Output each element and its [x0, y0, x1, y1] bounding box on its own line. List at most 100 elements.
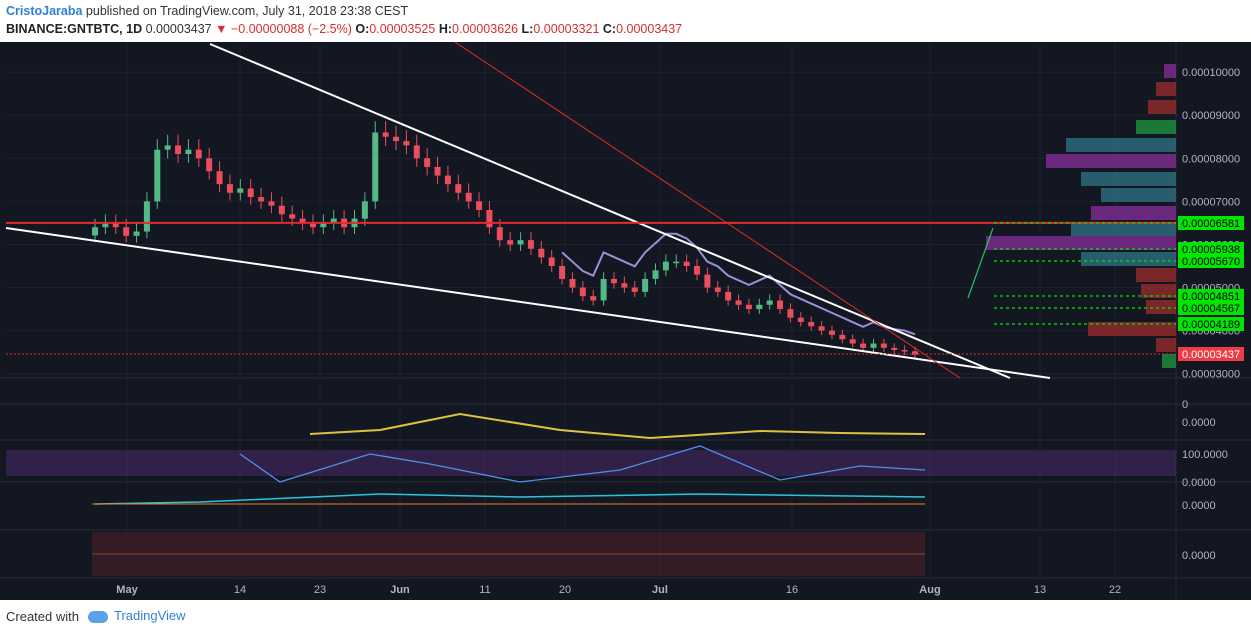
candle-body: [600, 278, 607, 301]
volume-profile-bar: [1146, 300, 1176, 314]
x-tick-label: May: [116, 584, 138, 596]
candle-body: [175, 145, 182, 154]
x-tick-label: 16: [786, 584, 798, 596]
candle-body: [787, 309, 794, 318]
candle-body: [579, 287, 586, 297]
candle-body: [143, 201, 150, 232]
candle-body: [662, 261, 669, 271]
price-label-box: [1178, 301, 1244, 315]
y-tick-label: 0.00010000: [1182, 67, 1240, 79]
volume-profile-bar: [1046, 154, 1176, 168]
candle-body: [372, 132, 379, 202]
high-label: H:: [438, 22, 453, 36]
price-label-box: [1178, 254, 1244, 268]
oscillator-line: [94, 493, 926, 505]
level-lines: [6, 221, 1176, 355]
candle-body: [403, 141, 410, 146]
candle-body: [496, 227, 503, 241]
candle-body: [849, 339, 856, 344]
candle-body: [444, 175, 451, 185]
price-label-box: [1178, 289, 1244, 303]
pane-value-label: 0.0000: [1182, 477, 1216, 489]
candle-body: [320, 222, 327, 228]
close-value: 0.00003437: [616, 22, 683, 36]
volume-profile-bar: [1081, 252, 1176, 266]
high-value: 0.00003626: [452, 22, 519, 36]
candle-body: [434, 166, 441, 176]
trend-lines: [5, 42, 1051, 379]
candle-body: [828, 330, 835, 335]
candle-body: [704, 274, 711, 288]
candle-body: [839, 334, 846, 340]
symbol-name: BINANCE:GNTBTC, 1D: [6, 22, 143, 36]
candle-body: [642, 278, 649, 292]
volume-profile-bar: [1071, 222, 1176, 236]
author-link[interactable]: CristoJaraba: [6, 4, 83, 18]
chart-header: CristoJaraba published on TradingView.co…: [0, 0, 1251, 42]
tradingview-brand: TradingView: [114, 608, 186, 623]
candle-body: [258, 197, 265, 202]
candle-body: [206, 158, 213, 172]
price-chart[interactable]: 0.00010000 0.00009000 0.00008000 0.00007000…: [0, 42, 1251, 600]
pane-value-label: 0: [1182, 399, 1188, 411]
price-label-box: [1178, 242, 1244, 256]
x-tick-label: 23: [314, 584, 326, 596]
candles: [92, 121, 918, 359]
candle-body: [92, 227, 98, 236]
price-label-box: [1178, 216, 1244, 230]
volume-profile-bar: [1088, 322, 1176, 336]
candle-body: [299, 218, 306, 223]
candle-body: [517, 240, 524, 245]
publish-line: CristoJaraba published on TradingView.co…: [6, 4, 408, 18]
pane-value-label: 0.0000: [1182, 500, 1216, 512]
x-tick-label: Jul: [652, 584, 668, 596]
candle-body: [735, 300, 742, 305]
x-tick-label: Jun: [390, 584, 410, 596]
tradingview-link[interactable]: TradingView: [88, 608, 186, 623]
candle-body: [652, 270, 659, 279]
candle-body: [393, 136, 400, 142]
price-label-box: [1178, 317, 1244, 331]
price-label-text: 0.00005670: [1182, 256, 1240, 268]
target-arrow-line: [967, 227, 994, 299]
candle-body: [123, 227, 130, 236]
candle-body: [330, 218, 337, 223]
candle-body: [278, 205, 285, 215]
pane-value-label: 100.0000: [1182, 449, 1228, 461]
open-value: 0.00003525: [369, 22, 436, 36]
price-label-text: 0.00006581: [1182, 218, 1240, 230]
candle-body: [486, 210, 493, 228]
candle-body: [548, 257, 555, 266]
candle-body: [694, 266, 701, 275]
x-tick-label: 20: [559, 584, 571, 596]
y-tick-label: 0.00008000: [1182, 153, 1240, 165]
volume-profile-bar: [1162, 354, 1176, 368]
y-tick-label: 0.00003000: [1182, 369, 1240, 381]
candle-body: [455, 184, 462, 193]
candle-body: [683, 261, 690, 266]
candle-body: [382, 132, 389, 137]
moving-average-line: [561, 232, 916, 336]
volume-profile: [986, 64, 1176, 368]
candle-body: [880, 343, 887, 348]
y-tick-label: 0.00009000: [1182, 110, 1240, 122]
candle-body: [226, 184, 233, 193]
price-label-text: 0.00005938: [1182, 244, 1240, 256]
footer: Created with TradingView: [0, 600, 1251, 634]
axes: 0.00010000 0.00009000 0.00008000 0.00007000…: [116, 67, 1244, 596]
price-label-text: 0.00003437: [1182, 349, 1240, 361]
candle-body: [507, 240, 514, 245]
support-trendline: [5, 227, 1051, 379]
candle-body: [237, 188, 244, 193]
candle-body: [860, 343, 867, 348]
candle-body: [559, 266, 566, 279]
candle-body: [112, 222, 119, 228]
candle-body: [361, 201, 368, 219]
candle-body: [185, 149, 192, 154]
volume-profile-bar: [1101, 188, 1176, 202]
x-tick-label: 14: [234, 584, 246, 596]
candle-body: [133, 231, 140, 236]
candle-body: [797, 317, 804, 322]
stoch-k-line: [239, 445, 926, 483]
candle-body: [569, 278, 576, 288]
